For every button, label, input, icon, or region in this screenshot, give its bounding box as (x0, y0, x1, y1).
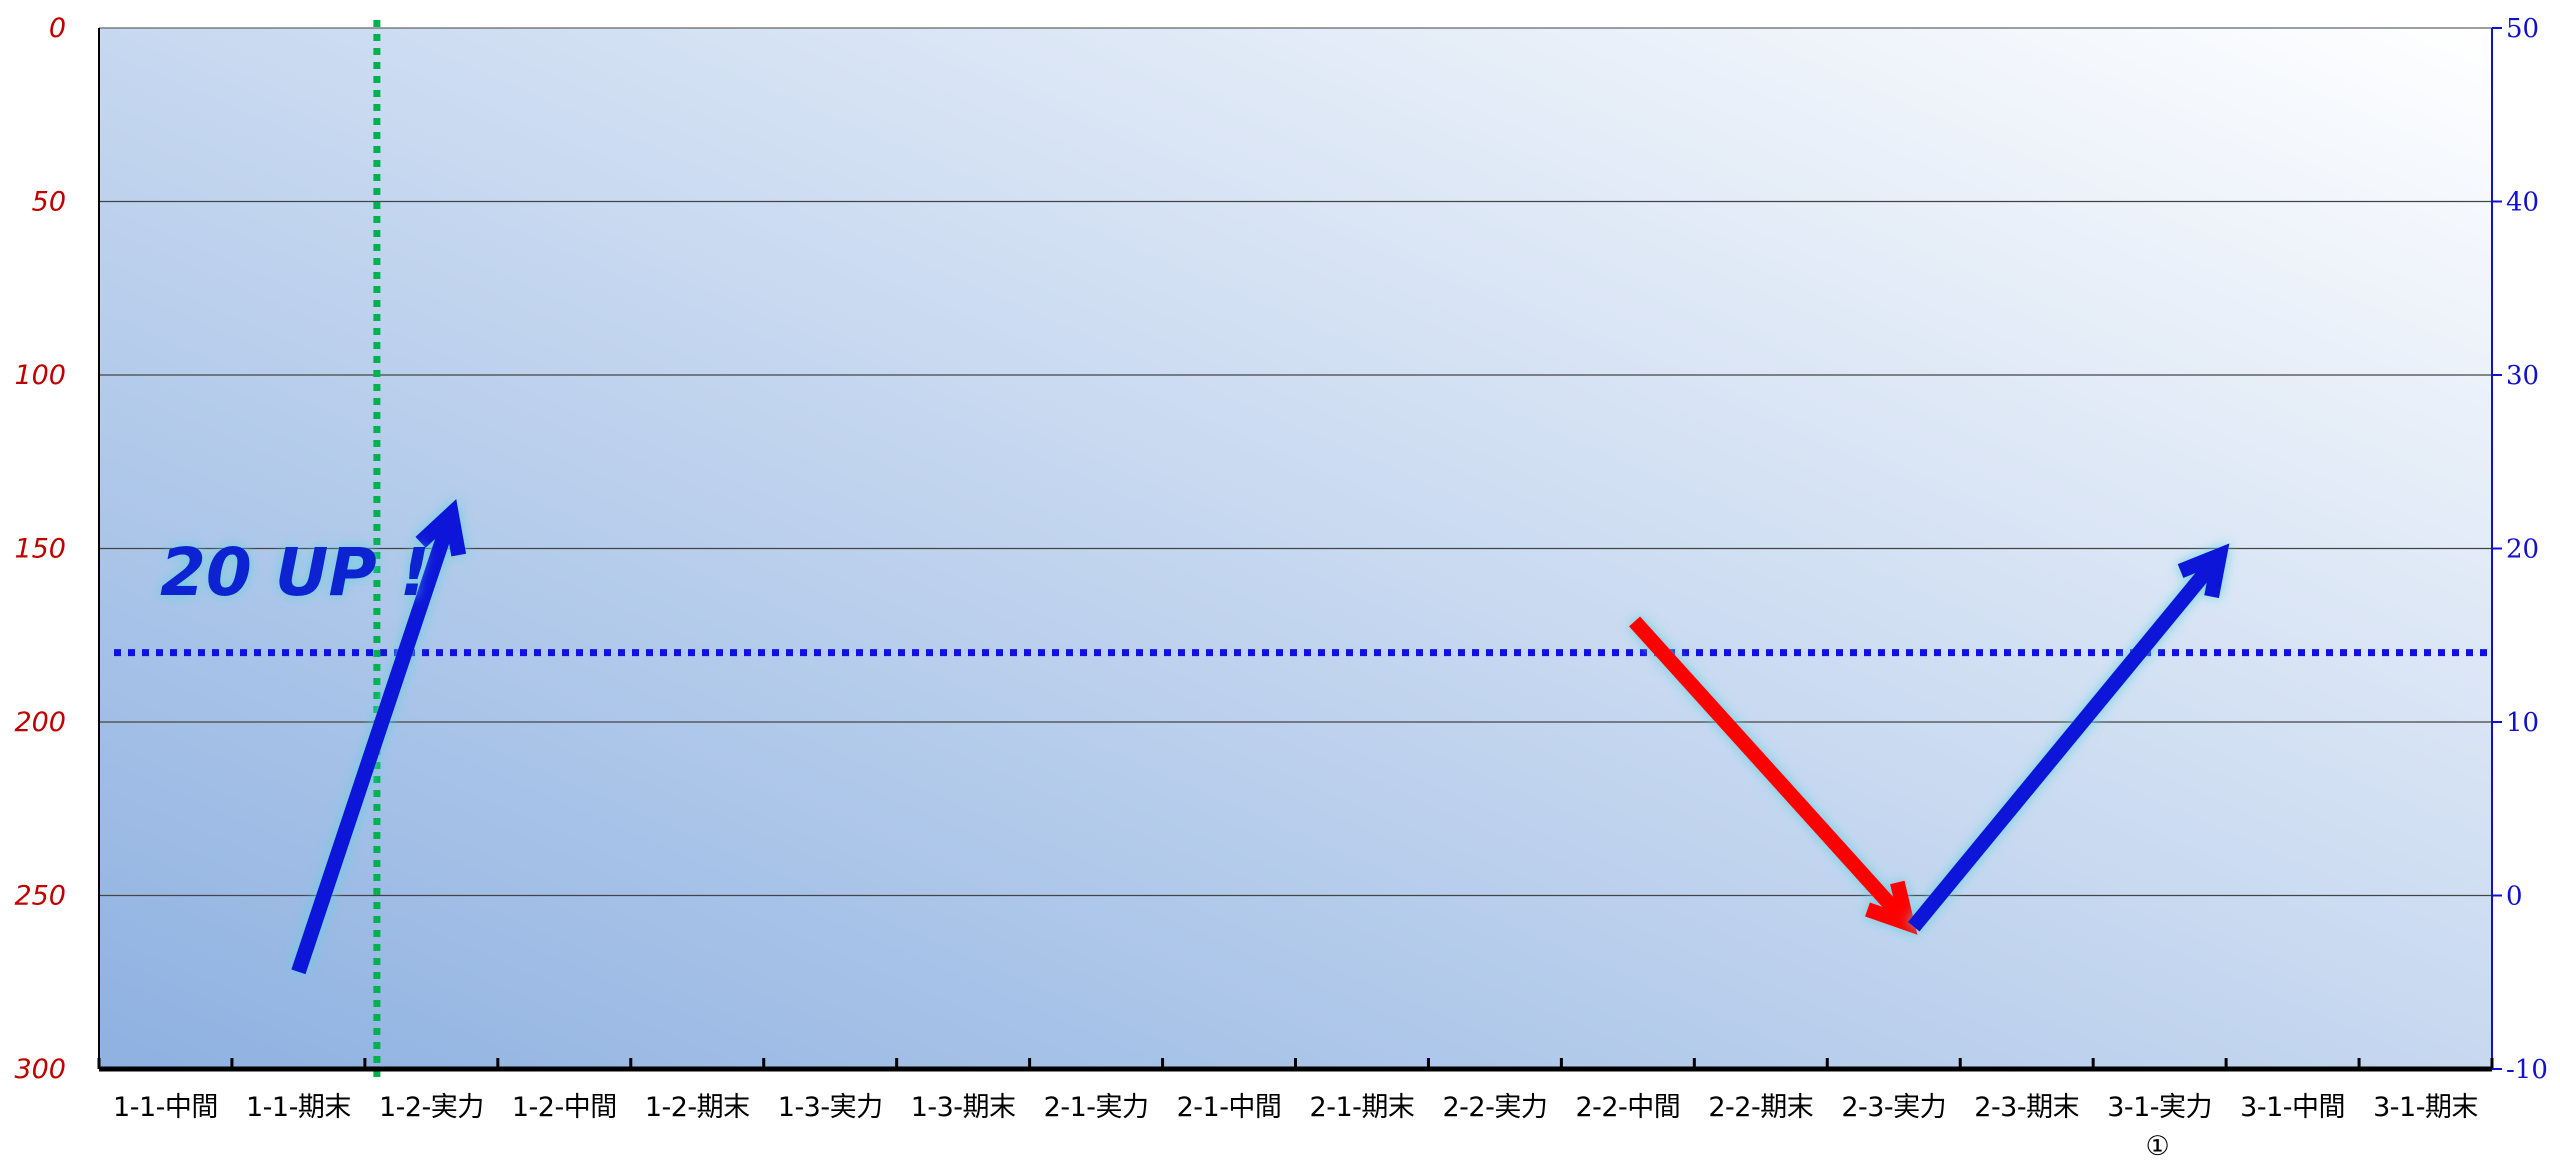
left-tick-label: 200 (14, 707, 66, 738)
left-tick-label: 250 (14, 881, 66, 912)
left-tick-label: 300 (14, 1054, 66, 1085)
up-arrow-2 (1907, 543, 2230, 932)
up-arrow-1-head (415, 498, 467, 557)
x-tick-label: 2-2-期末 (1708, 1092, 1813, 1123)
x-tick-label: 1-2-実力 (379, 1092, 484, 1123)
x-tick-label: 2-3-実力 (1841, 1092, 1946, 1123)
right-tick-label: 0 (2506, 882, 2523, 912)
down-arrow-shaft (1628, 616, 1904, 918)
x-tick-label: 3-1-実力 (2107, 1092, 2212, 1123)
left-tick-label: 100 (14, 360, 66, 391)
x-tick-label: 1-1-期末 (246, 1092, 351, 1123)
x-tick-note: ① (2146, 1131, 2170, 1161)
x-tick-label: 2-1-実力 (1044, 1092, 1149, 1123)
x-tick-label: 2-1-中間 (1177, 1092, 1282, 1123)
annotation-text: 20 UP ! (160, 534, 430, 611)
left-tick-label: 50 (32, 187, 66, 218)
x-tick-label: 1-3-期末 (911, 1092, 1016, 1123)
x-tick-label: 3-1-期末 (2373, 1092, 2478, 1123)
right-tick-label: -10 (2506, 1055, 2548, 1085)
x-tick-label: 1-2-中間 (512, 1092, 617, 1123)
right-tick-label: 20 (2506, 535, 2539, 565)
right-tick-label: 40 (2506, 188, 2539, 218)
up-arrow-2-head (2177, 543, 2230, 599)
right-tick-label: 30 (2506, 361, 2539, 391)
right-tick-label: 50 (2506, 14, 2539, 44)
x-tick-label: 2-2-実力 (1442, 1092, 1547, 1123)
up-arrow-2-shaft (1907, 561, 2217, 932)
x-tick-label: 1-2-期末 (645, 1092, 750, 1123)
x-tick-label: 2-3-期末 (1974, 1092, 2079, 1123)
x-tick-label: 2-2-中間 (1575, 1092, 1680, 1123)
down-arrow-head (1864, 880, 1918, 935)
x-tick-label: 1-3-実力 (778, 1092, 883, 1123)
up-arrow-1 (291, 498, 467, 975)
left-tick-label: 150 (14, 534, 66, 565)
x-tick-label: 1-1-中間 (113, 1092, 218, 1123)
right-tick-label: 10 (2506, 708, 2539, 738)
left-tick-label: 0 (49, 13, 66, 44)
x-tick-label: 2-1-期末 (1310, 1092, 1415, 1123)
down-arrow (1628, 616, 1918, 935)
x-tick-label: 3-1-中間 (2240, 1092, 2345, 1123)
up-arrow-1-shaft (291, 524, 454, 975)
